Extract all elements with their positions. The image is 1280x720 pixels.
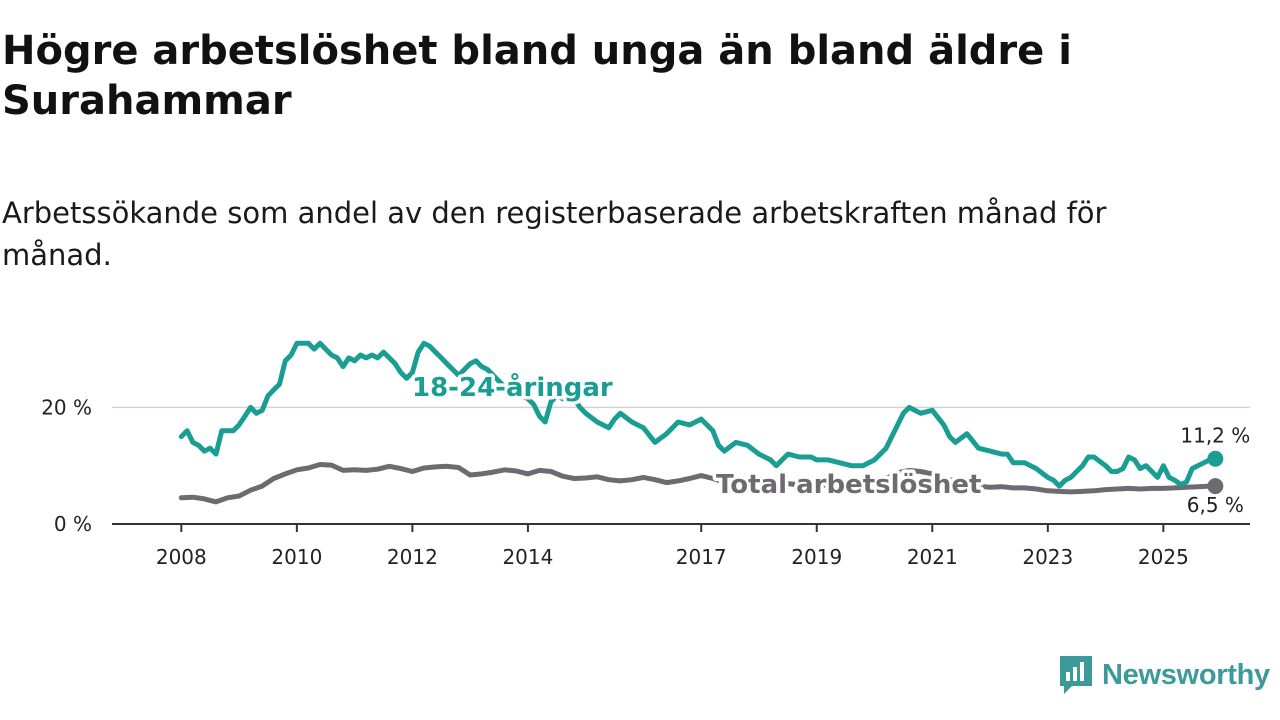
chart-title: Högre arbetslöshet bland unga än bland ä… xyxy=(2,28,1072,124)
newsworthy-logo-icon xyxy=(1060,656,1092,694)
x-tick-label: 2010 xyxy=(271,545,322,569)
series-end-label-0: 11,2 % xyxy=(1180,424,1250,448)
series-line-0 xyxy=(178,340,1218,489)
x-tick-label: 2025 xyxy=(1138,545,1189,569)
series-end-dot-0 xyxy=(1207,450,1224,467)
series-line-1 xyxy=(178,462,1218,505)
x-tick-label: 2014 xyxy=(502,545,553,569)
x-tick-label: 2023 xyxy=(1022,545,1073,569)
series-name-label-0: 18-24-åringar xyxy=(412,371,613,403)
y-tick-label: 20 % xyxy=(41,395,92,419)
brand-name: Newsworthy xyxy=(1102,658,1270,691)
x-tick-label: 2012 xyxy=(387,545,438,569)
x-axis-ticks: 2008 2010 2012 2014 2017 2019 2021 2023 2025 xyxy=(156,524,1189,569)
chart-subtitle: Arbetssökande som andel av den registerb… xyxy=(2,196,1107,272)
series-end-dot-1 xyxy=(1207,478,1224,495)
series-name-label-1: Total arbetslöshet xyxy=(716,470,981,500)
x-tick-label: 2019 xyxy=(791,545,842,569)
y-tick-label: 0 % xyxy=(54,512,92,536)
y-axis-ticks: 0 % 20 % xyxy=(41,395,92,536)
x-tick-label: 2008 xyxy=(156,545,207,569)
x-tick-label: 2021 xyxy=(907,545,958,569)
x-tick-label: 2017 xyxy=(676,545,727,569)
series-end-label-1: 6,5 % xyxy=(1187,493,1244,517)
series-lines xyxy=(178,340,1224,505)
newsworthy-brand: Newsworthy xyxy=(1058,653,1270,697)
series-labels: 18-24-åringar Total arbetslöshet 11,2 % 6,5… xyxy=(409,368,1253,520)
